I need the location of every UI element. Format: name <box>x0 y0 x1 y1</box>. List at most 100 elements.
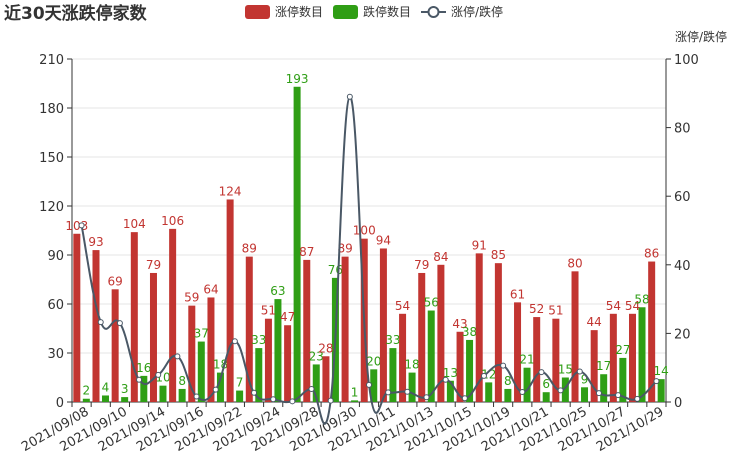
ratio-point <box>193 393 200 400</box>
chart-title: 近30天涨跌停家数 <box>4 3 148 24</box>
bar-limit-down <box>312 364 320 402</box>
data-label-limit-up: 79 <box>414 258 429 272</box>
data-label-limit-up: 54 <box>395 299 410 313</box>
data-label-limit-up: 51 <box>261 304 276 318</box>
data-label-limit-up: 52 <box>529 302 544 316</box>
legend-label-limit-up: 涨停数目 <box>275 4 323 19</box>
ratio-point <box>634 395 641 402</box>
data-label-limit-down: 193 <box>286 72 309 86</box>
bar-limit-up <box>379 248 387 402</box>
ratio-point <box>461 395 468 402</box>
ratio-point <box>576 368 583 375</box>
data-label-limit-down: 3 <box>121 382 129 396</box>
bar-limit-down <box>255 348 263 402</box>
bar-limit-up <box>188 305 196 402</box>
data-label-limit-up: 54 <box>625 299 640 313</box>
bar-limit-down <box>293 86 301 403</box>
bar-limit-up <box>92 250 100 402</box>
bar-limit-down <box>600 374 608 402</box>
data-label-limit-up: 94 <box>376 233 391 247</box>
y-left-tick-label: 30 <box>47 347 64 362</box>
bar-limit-down <box>446 380 454 402</box>
y-right-tick-label: 40 <box>674 259 691 274</box>
ratio-point <box>538 369 545 376</box>
bar-limit-up <box>609 313 617 402</box>
data-label-limit-up: 93 <box>88 235 103 249</box>
bar-limit-up <box>245 256 253 402</box>
data-label-limit-up: 43 <box>452 317 467 331</box>
ratio-point <box>251 389 258 396</box>
data-label-limit-up: 104 <box>123 217 146 231</box>
legend-label-limit-down: 跌停数目 <box>363 4 411 19</box>
data-label-limit-down: 13 <box>443 366 458 380</box>
data-label-limit-down: 1 <box>351 385 359 399</box>
ratio-point <box>346 93 353 100</box>
data-label-limit-up: 44 <box>587 315 602 329</box>
bar-limit-up <box>169 228 177 402</box>
ratio-point <box>136 376 143 383</box>
bar-limit-down <box>274 299 282 402</box>
data-label-limit-down: 76 <box>328 263 343 277</box>
bar-limit-down <box>197 341 205 402</box>
data-label-limit-up: 91 <box>472 238 487 252</box>
bar-limit-up <box>514 302 522 402</box>
ratio-point <box>78 222 85 229</box>
bar-limit-up <box>111 289 119 402</box>
y-left-tick-label: 90 <box>47 249 64 264</box>
data-label-limit-up: 47 <box>280 310 295 324</box>
bar-limit-up <box>418 272 426 402</box>
legend-item-limit-up[interactable]: 涨停数目 <box>245 4 323 19</box>
bar-limit-up <box>284 325 292 402</box>
data-label-limit-down: 33 <box>385 333 400 347</box>
legend: 涨停数目 跌停数目 涨停/跌停 <box>245 4 503 19</box>
data-label-limit-down: 7 <box>236 376 244 390</box>
bar-limit-down <box>408 372 416 402</box>
ratio-point <box>595 390 602 397</box>
bar-limit-down <box>121 397 129 402</box>
ratio-point <box>366 381 372 388</box>
data-label-limit-up: 64 <box>203 282 218 296</box>
data-label-limit-down: 2 <box>83 384 91 398</box>
bar-limit-down <box>140 375 148 402</box>
data-label-limit-up: 80 <box>567 256 582 270</box>
data-label-limit-up: 89 <box>242 242 257 256</box>
bar-limit-up <box>73 233 81 402</box>
data-label-limit-down: 16 <box>136 361 151 375</box>
legend-item-limit-down[interactable]: 跌停数目 <box>333 4 411 19</box>
data-label-limit-down: 58 <box>634 292 649 306</box>
data-label-limit-up: 85 <box>491 248 506 262</box>
y-right-tick-label: 100 <box>674 53 699 68</box>
ratio-point <box>231 338 238 345</box>
data-label-limit-down: 63 <box>270 284 285 298</box>
data-label-limit-down: 38 <box>462 325 477 339</box>
ratio-point <box>557 387 564 394</box>
bar-limit-up <box>533 317 541 402</box>
data-label-limit-up: 84 <box>433 250 448 264</box>
data-label-limit-up: 69 <box>108 274 123 288</box>
data-label-limit-up: 79 <box>146 258 161 272</box>
legend-swatch-limit-down <box>333 5 358 19</box>
data-label-limit-up: 124 <box>219 184 242 198</box>
bar-limit-down <box>523 367 531 402</box>
bar-limit-down <box>581 387 589 402</box>
data-label-limit-down: 17 <box>596 359 611 373</box>
ratio-point <box>327 397 334 404</box>
bar-limit-down <box>504 388 512 402</box>
y-left-tick-label: 120 <box>39 200 64 215</box>
y-left-tick-label: 150 <box>39 151 64 166</box>
ratio-point <box>308 385 315 392</box>
bar-limit-up <box>629 313 637 402</box>
bar-limit-down <box>82 398 90 402</box>
plot-area: 03060901201501802100204060801002021/09/0… <box>19 53 699 455</box>
data-label-limit-up: 28 <box>318 341 333 355</box>
data-label-limit-up: 51 <box>548 304 563 318</box>
data-label-limit-down: 14 <box>654 364 669 378</box>
legend-item-ratio[interactable]: 涨停/跌停 <box>421 4 503 19</box>
y-right-tick-label: 20 <box>674 327 691 342</box>
ratio-point <box>423 394 430 401</box>
bar-limit-up <box>226 199 234 402</box>
data-label-limit-down: 27 <box>615 343 630 357</box>
bar-limit-down <box>561 377 569 402</box>
data-label-limit-down: 56 <box>424 296 439 310</box>
